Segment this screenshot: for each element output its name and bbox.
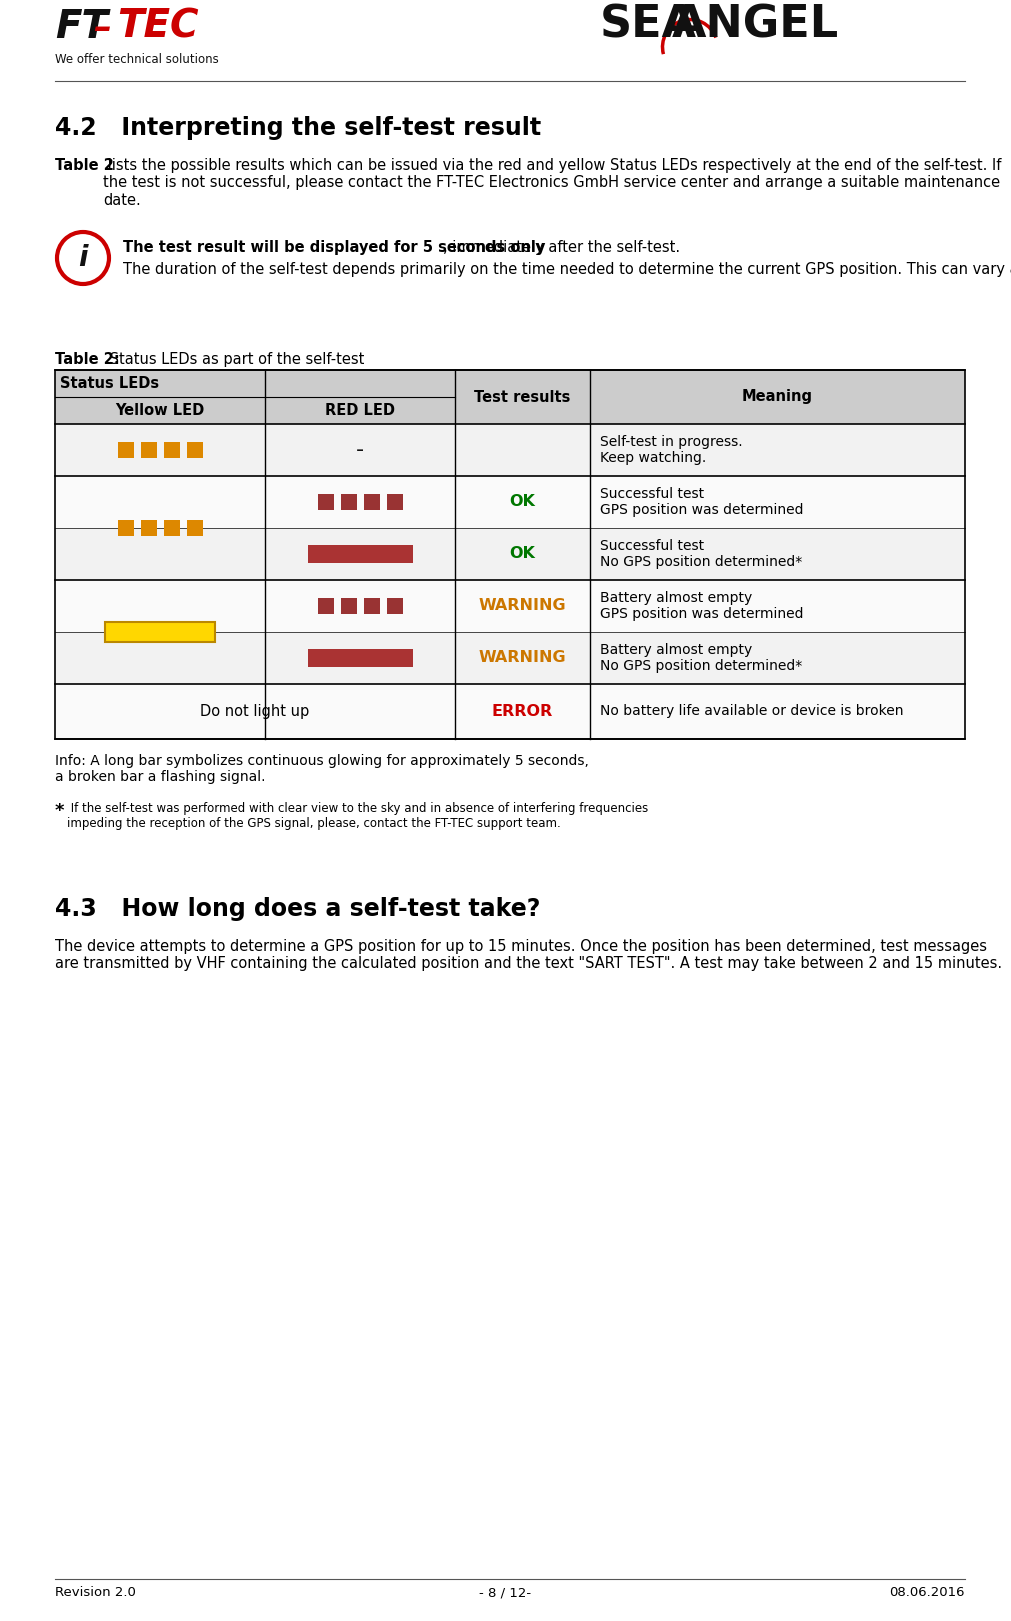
Text: No battery life available or device is broken: No battery life available or device is b… [600, 705, 904, 718]
Bar [117, 520, 133, 537]
Text: Table 2:: Table 2: [55, 352, 119, 366]
Text: We offer technical solutions: We offer technical solutions [55, 53, 218, 66]
Bar [117, 443, 133, 459]
Text: 4.3   How long does a self-test take?: 4.3 How long does a self-test take? [55, 896, 540, 921]
Bar [55, 684, 966, 739]
Text: Battery almost empty
No GPS position determined*: Battery almost empty No GPS position det… [600, 644, 803, 673]
Bar [55, 528, 966, 580]
Bar [186, 443, 202, 459]
Text: If the self-test was performed with clear view to the sky and in absence of inte: If the self-test was performed with clea… [67, 802, 648, 830]
Bar [307, 648, 412, 666]
Text: TEC: TEC [117, 8, 198, 45]
Bar [55, 370, 966, 425]
Bar [317, 494, 334, 511]
Text: Do not light up: Do not light up [200, 704, 309, 720]
Bar [307, 545, 412, 562]
Text: Yellow LED: Yellow LED [115, 404, 204, 418]
Text: Test results: Test results [474, 389, 570, 405]
Bar [141, 443, 157, 459]
Text: Info: A long bar symbolizes continuous glowing for approximately 5 seconds,
a br: Info: A long bar symbolizes continuous g… [55, 754, 588, 785]
Text: WARNING: WARNING [478, 598, 566, 613]
Text: Successful test
GPS position was determined: Successful test GPS position was determi… [600, 486, 804, 517]
Text: , immediately after the self-test.: , immediately after the self-test. [443, 240, 680, 254]
Text: ERROR: ERROR [492, 704, 553, 720]
Text: OK: OK [510, 546, 536, 561]
Text: The duration of the self-test depends primarily on the time needed to determine : The duration of the self-test depends pr… [123, 263, 1011, 277]
Text: SEA: SEA [600, 3, 698, 45]
Text: FT: FT [55, 8, 108, 45]
Text: WARNING: WARNING [478, 650, 566, 666]
Text: Battery almost empty
GPS position was determined: Battery almost empty GPS position was de… [600, 592, 804, 621]
Bar [141, 520, 157, 537]
Bar [55, 477, 966, 528]
Text: lists the possible results which can be issued via the red and yellow Status LED: lists the possible results which can be … [103, 157, 1001, 207]
Bar [105, 622, 215, 642]
Bar [55, 632, 966, 684]
Bar [105, 622, 215, 642]
Text: OK: OK [510, 494, 536, 509]
Bar [186, 520, 202, 537]
Text: The device attempts to determine a GPS position for up to 15 minutes. Once the p: The device attempts to determine a GPS p… [55, 939, 1002, 971]
Bar [364, 598, 379, 614]
Bar [364, 494, 379, 511]
Bar [55, 425, 966, 477]
Bar [55, 580, 966, 632]
Text: Status LEDs as part of the self-test: Status LEDs as part of the self-test [105, 352, 364, 366]
Bar [341, 494, 357, 511]
Bar [386, 494, 402, 511]
Text: Status LEDs: Status LEDs [60, 376, 159, 391]
Text: RED LED: RED LED [325, 404, 395, 418]
Text: Table 2: Table 2 [55, 157, 114, 173]
Text: The test result will be displayed for 5 seconds only: The test result will be displayed for 5 … [123, 240, 545, 254]
Text: *: * [55, 802, 65, 820]
Text: 08.06.2016: 08.06.2016 [890, 1587, 966, 1600]
Text: Self-test in progress.
Keep watching.: Self-test in progress. Keep watching. [600, 434, 743, 465]
Text: Meaning: Meaning [742, 389, 813, 405]
Bar [386, 598, 402, 614]
Bar [341, 598, 357, 614]
Text: –: – [93, 11, 111, 45]
Bar [317, 598, 334, 614]
Text: -: - [356, 439, 364, 460]
Text: Revision 2.0: Revision 2.0 [55, 1587, 135, 1600]
Text: 4.2   Interpreting the self-test result: 4.2 Interpreting the self-test result [55, 117, 541, 139]
Bar [55, 370, 966, 739]
Text: i: i [78, 245, 88, 272]
Text: Successful test
No GPS position determined*: Successful test No GPS position determin… [600, 538, 803, 569]
Bar [164, 443, 180, 459]
Text: ANGEL: ANGEL [672, 3, 839, 45]
Text: - 8 / 12-: - 8 / 12- [479, 1587, 531, 1600]
Bar [164, 520, 180, 537]
